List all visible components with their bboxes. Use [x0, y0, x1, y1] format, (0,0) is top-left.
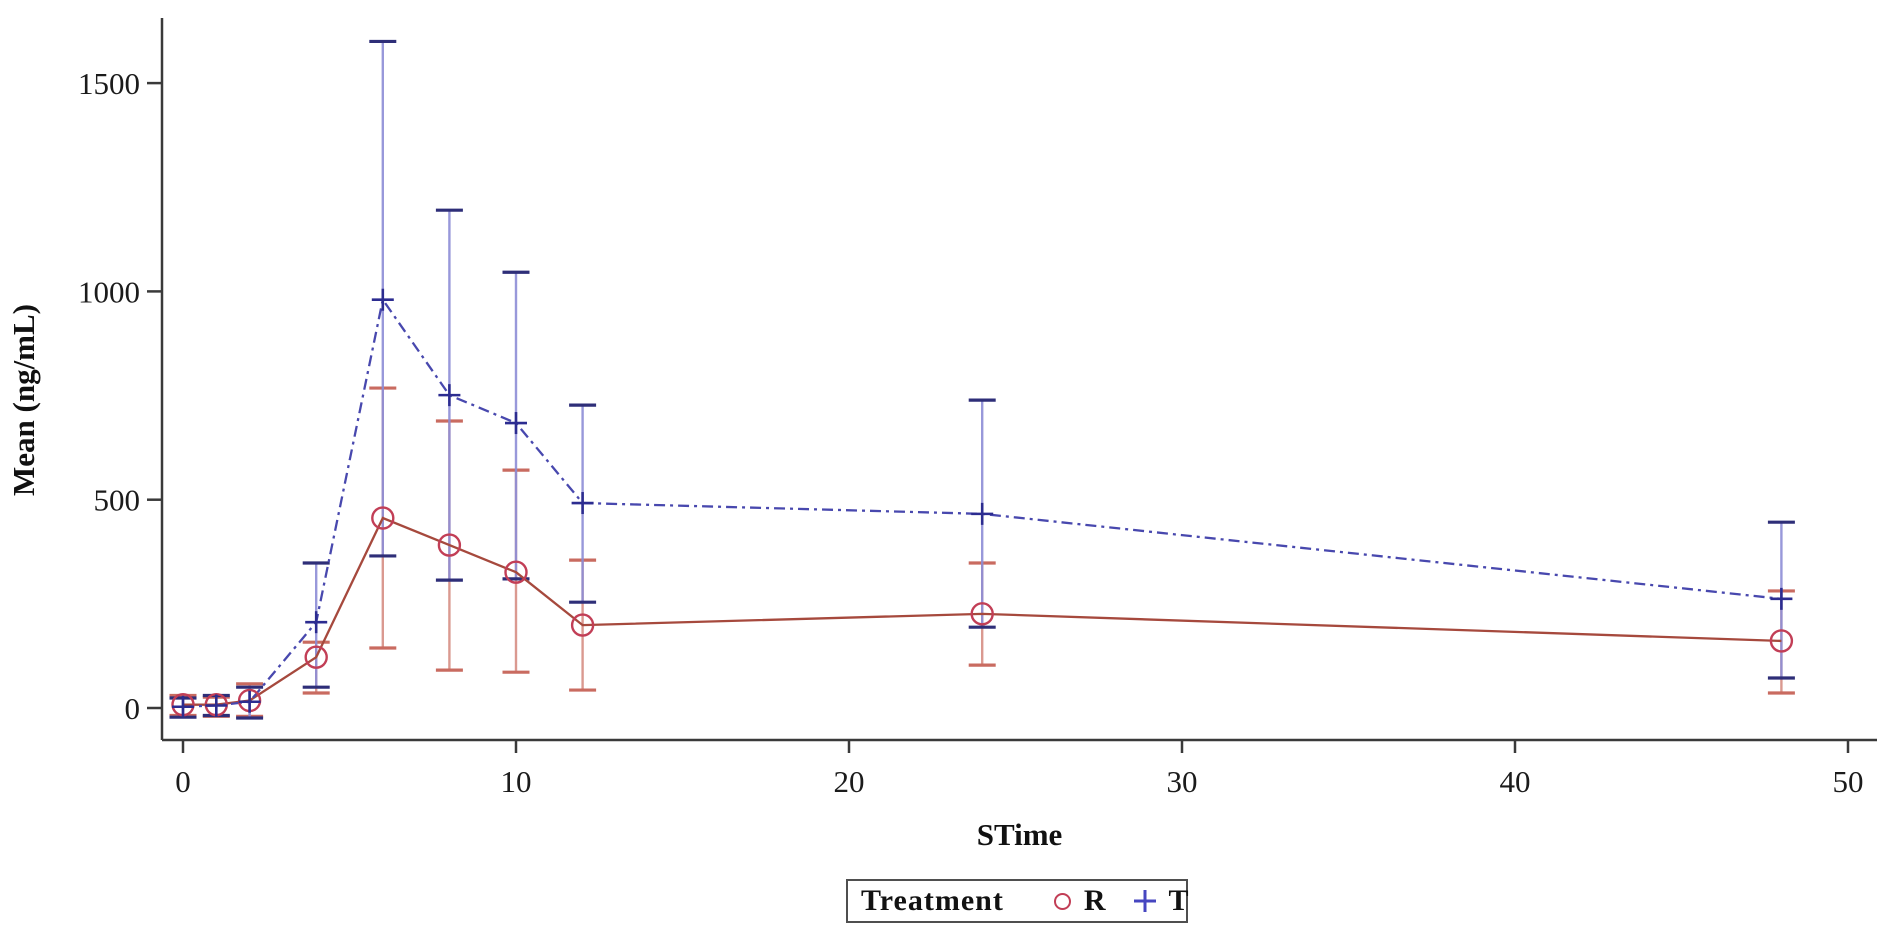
legend-item-t: T: [1132, 884, 1189, 918]
y-tick-label: 500: [94, 483, 141, 518]
marker-circle-R: [304, 645, 328, 669]
x-tick-label: 50: [1833, 764, 1864, 799]
marker-circle-R: [504, 560, 528, 584]
y-tick-label: 1000: [78, 274, 140, 309]
legend-label-r: R: [1083, 884, 1106, 917]
x-tick-label: 0: [175, 764, 191, 799]
marker-circle-R: [437, 533, 462, 557]
marker-circle-R: [570, 613, 595, 637]
legend-item-r: R: [1053, 884, 1106, 918]
x-tick-label: 40: [1500, 764, 1531, 799]
y-tick-label: 1500: [78, 66, 140, 101]
x-tick-label: 10: [501, 764, 532, 799]
marker-circle-R: [970, 602, 994, 626]
y-tick-label: 0: [125, 691, 141, 726]
x-tick-label: 20: [834, 764, 865, 799]
legend-title: Treatment: [861, 884, 1004, 917]
legend-label-t: T: [1168, 884, 1189, 917]
x-tick-label: 30: [1167, 764, 1198, 799]
series-line-T: [182, 296, 1782, 708]
marker-circle-R: [371, 506, 395, 530]
circle-marker-icon: [1053, 892, 1071, 910]
legend: Treatment R T: [846, 879, 1189, 923]
x-axis-label: STime: [977, 817, 1063, 852]
plus-marker-icon: [1133, 890, 1156, 912]
marker-circle-R: [1769, 629, 1794, 653]
y-axis-label: Mean (ng/mL): [6, 304, 41, 496]
